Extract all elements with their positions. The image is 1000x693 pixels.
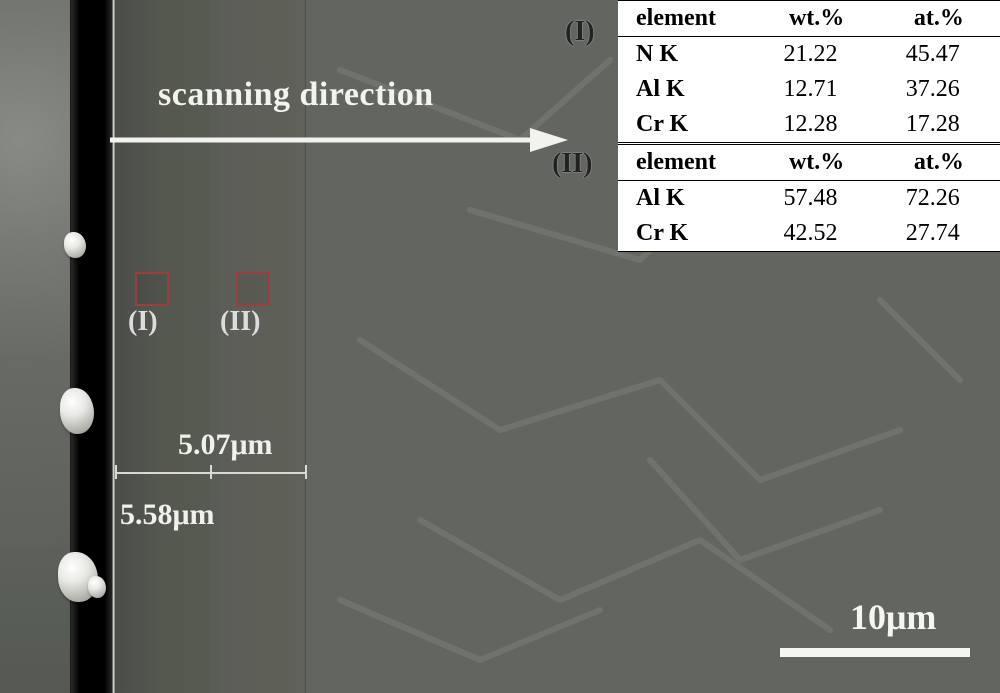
- measurement-label-1: 5.07μm: [178, 428, 273, 462]
- eds-row: Cr K 42.52 27.74: [618, 216, 1000, 252]
- measurement-tick: [115, 465, 117, 479]
- eds-row: Al K 12.71 37.26: [618, 72, 1000, 107]
- region-label-big-1: (I): [565, 16, 595, 48]
- eds-header-at: at.%: [878, 144, 1000, 181]
- region-box-2: [236, 272, 270, 306]
- eds-header-element: element: [618, 144, 756, 181]
- eds-header-wt: wt.%: [756, 144, 878, 181]
- scale-bar-label: 10μm: [850, 596, 936, 638]
- eds-row: Cr K 12.28 17.28: [618, 107, 1000, 144]
- measurement-tick: [305, 465, 307, 479]
- scanning-direction-label: scanning direction: [158, 76, 434, 114]
- eds-header-wt: wt.%: [756, 1, 878, 37]
- eds-row: Al K 57.48 72.26: [618, 181, 1000, 217]
- eds-header-at: at.%: [878, 1, 1000, 37]
- scale-bar-line: [780, 648, 970, 657]
- debris-particle: [64, 232, 86, 258]
- measurement-label-2: 5.58μm: [120, 498, 215, 532]
- region-label-small-2: (II): [220, 306, 260, 338]
- eds-composition-table: element wt.% at.% N K 21.22 45.47 Al K 1…: [618, 0, 1000, 252]
- measurement-tick: [210, 465, 212, 479]
- eds-row: N K 21.22 45.47: [618, 37, 1000, 73]
- eds-header-element: element: [618, 1, 756, 37]
- region-box-1: [135, 272, 169, 306]
- scanning-direction-arrow: [110, 126, 570, 154]
- debris-particle: [88, 576, 106, 598]
- region-label-small-1: (I): [128, 306, 158, 338]
- sem-micrograph: (I) (II) (I) (II) scanning direction 5.0…: [0, 0, 1000, 693]
